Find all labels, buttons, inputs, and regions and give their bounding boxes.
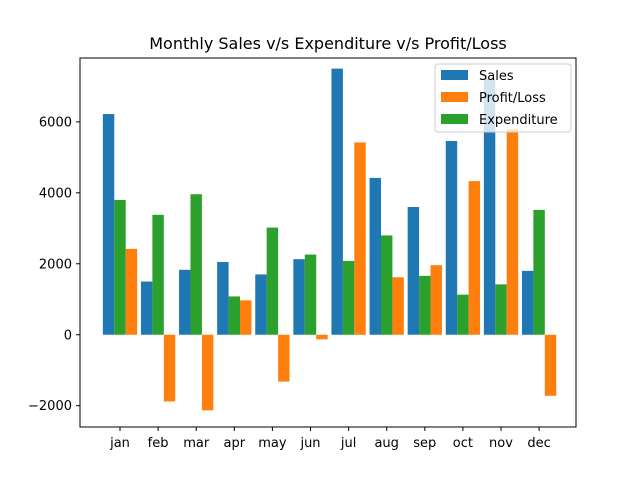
x-tick-label-oct: oct bbox=[453, 436, 473, 451]
bar-expenditure-feb bbox=[152, 214, 164, 335]
bar-expenditure-apr bbox=[228, 296, 241, 335]
x-tick-label-mar: mar bbox=[183, 436, 210, 451]
bar-profit-loss-apr bbox=[240, 300, 252, 335]
bar-profit-loss-mar bbox=[201, 334, 214, 411]
bar-expenditure-jan bbox=[114, 199, 126, 335]
x-tick-label-nov: nov bbox=[489, 436, 513, 451]
x-tick-label-dec: dec bbox=[527, 436, 550, 451]
bar-sales-aug bbox=[369, 177, 381, 335]
legend-swatch-expenditure bbox=[441, 114, 468, 124]
bar-profit-loss-jun bbox=[316, 334, 328, 340]
bar-expenditure-jun bbox=[304, 254, 317, 335]
bar-sales-jun bbox=[293, 259, 305, 335]
bar-sales-jan bbox=[102, 114, 115, 335]
bar-profit-loss-jul bbox=[354, 142, 366, 335]
y-tick-label: 4000 bbox=[39, 186, 72, 201]
bar-sales-nov bbox=[483, 78, 496, 335]
bar-profit-loss-oct bbox=[468, 181, 481, 335]
axes-group: −2000 0 2000 4000 6000 jan feb mar apr may jun jul a… bbox=[28, 57, 577, 451]
legend-swatch-sales bbox=[441, 70, 468, 80]
legend: Sales Profit/Loss Expenditure bbox=[434, 63, 572, 133]
bar-sales-may bbox=[255, 274, 267, 335]
bar-sales-dec bbox=[521, 270, 534, 335]
bars-group bbox=[102, 68, 557, 411]
legend-swatch-profit-loss bbox=[441, 92, 468, 102]
y-tick-label: −2000 bbox=[28, 399, 72, 414]
bar-profit-loss-nov bbox=[506, 128, 519, 335]
bar-profit-loss-may bbox=[278, 334, 290, 382]
x-tick-label-jul: jul bbox=[340, 436, 356, 451]
bar-profit-loss-dec bbox=[544, 334, 557, 396]
bar-sales-apr bbox=[217, 262, 229, 335]
bar-expenditure-oct bbox=[457, 294, 469, 335]
legend-label-sales: Sales bbox=[479, 69, 514, 84]
bar-expenditure-aug bbox=[380, 235, 393, 335]
bar-expenditure-jul bbox=[342, 260, 355, 335]
bar-sales-jul bbox=[331, 68, 343, 335]
x-tick-label-aug: aug bbox=[374, 436, 398, 451]
bar-sales-mar bbox=[179, 269, 191, 335]
bar-expenditure-sep bbox=[419, 275, 431, 335]
bar-profit-loss-feb bbox=[163, 334, 176, 402]
legend-label-profit-loss: Profit/Loss bbox=[479, 91, 546, 106]
bar-sales-feb bbox=[140, 281, 153, 335]
x-tick-label-apr: apr bbox=[224, 436, 246, 451]
x-tick-label-feb: feb bbox=[148, 436, 169, 451]
y-tick-label: 0 bbox=[64, 328, 72, 343]
bar-expenditure-mar bbox=[190, 194, 202, 335]
bar-expenditure-nov bbox=[495, 284, 507, 335]
legend-label-expenditure: Expenditure bbox=[479, 113, 558, 128]
y-tick-label: 2000 bbox=[39, 257, 72, 272]
plot-frame bbox=[79, 57, 577, 428]
x-tick-label-jan: jan bbox=[109, 436, 130, 451]
bar-profit-loss-jan bbox=[125, 248, 138, 335]
legend-box bbox=[434, 63, 572, 133]
bar-sales-oct bbox=[445, 141, 458, 335]
bar-expenditure-may bbox=[266, 227, 279, 335]
x-tick-label-jun: jun bbox=[299, 436, 320, 451]
x-tick-label-sep: sep bbox=[413, 436, 436, 451]
bar-profit-loss-sep bbox=[430, 265, 442, 335]
y-tick-label: 6000 bbox=[39, 115, 72, 130]
x-tick-label-may: may bbox=[258, 436, 287, 451]
bar-profit-loss-aug bbox=[392, 277, 404, 335]
chart-title: Monthly Sales v/s Expenditure v/s Profit… bbox=[149, 34, 507, 53]
bar-sales-sep bbox=[407, 207, 420, 335]
bar-expenditure-dec bbox=[533, 209, 545, 335]
